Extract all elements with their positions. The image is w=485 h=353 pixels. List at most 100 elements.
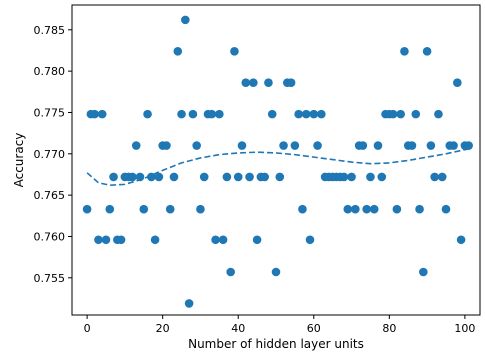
data-point <box>358 141 368 150</box>
data-point <box>290 141 300 150</box>
data-point <box>437 172 447 182</box>
data-point <box>90 109 99 119</box>
data-point <box>396 109 405 119</box>
data-point <box>313 141 322 150</box>
data-point <box>162 141 171 150</box>
data-point <box>260 172 269 182</box>
data-point <box>279 141 288 150</box>
data-point <box>101 235 111 245</box>
data-point <box>362 204 371 214</box>
trend-line <box>86 148 469 187</box>
data-point <box>218 235 228 245</box>
data-point <box>97 109 107 119</box>
data-point <box>245 172 254 182</box>
data-point <box>252 235 262 245</box>
y-tick-label: 0.785 <box>34 24 66 37</box>
plot-frame <box>71 4 481 316</box>
data-point <box>147 172 156 182</box>
x-tick-label: 80 <box>382 322 396 335</box>
y-tick-label: 0.760 <box>34 230 66 243</box>
data-point <box>339 172 349 182</box>
data-point <box>211 235 220 245</box>
y-tick-label: 0.770 <box>34 148 66 161</box>
data-point <box>196 204 205 214</box>
data-point <box>135 172 145 182</box>
data-point <box>264 78 273 88</box>
data-point <box>94 235 103 245</box>
data-point <box>154 172 164 182</box>
data-point <box>453 78 462 88</box>
data-point <box>294 109 303 119</box>
data-point <box>373 141 383 150</box>
data-point <box>377 172 387 182</box>
data-point <box>177 109 186 119</box>
data-point <box>199 172 209 182</box>
data-point <box>305 235 315 245</box>
x-tick-label: 0 <box>84 322 91 335</box>
data-point <box>441 204 451 214</box>
data-point <box>109 172 118 182</box>
data-point <box>215 109 224 119</box>
data-point <box>456 235 466 245</box>
y-tick-label: 0.755 <box>34 272 66 285</box>
data-point <box>165 204 175 214</box>
data-point <box>237 141 247 150</box>
data-point <box>131 141 141 150</box>
data-point <box>464 141 473 150</box>
data-point <box>143 109 152 119</box>
data-point <box>184 299 194 308</box>
data-point <box>230 46 239 56</box>
x-axis-label: Number of hidden layer units <box>188 337 364 351</box>
x-tick-label: 40 <box>231 322 245 335</box>
data-point <box>128 172 137 182</box>
data-point <box>169 172 179 182</box>
data-point <box>407 141 417 150</box>
data-point <box>150 235 160 245</box>
trend-line-layer <box>86 148 469 187</box>
data-point <box>301 109 311 119</box>
data-point <box>317 109 326 119</box>
data-point <box>419 267 428 277</box>
data-point <box>233 172 243 182</box>
data-point <box>392 204 402 214</box>
data-point <box>105 204 115 214</box>
y-tick-label: 0.765 <box>34 189 66 202</box>
x-tick-label: 60 <box>307 322 321 335</box>
data-point <box>267 109 277 119</box>
data-point <box>173 46 183 56</box>
data-point <box>181 15 190 25</box>
data-point <box>343 204 353 214</box>
data-point <box>275 172 285 182</box>
y-tick-label: 0.780 <box>34 65 66 78</box>
data-point <box>351 204 360 214</box>
data-point <box>415 204 424 214</box>
data-point <box>226 267 235 277</box>
x-tick-label: 100 <box>454 322 475 335</box>
data-point <box>298 204 307 214</box>
data-point <box>422 46 432 56</box>
data-point <box>192 141 201 150</box>
data-point <box>286 78 296 88</box>
y-axis-label: Accuracy <box>12 133 26 188</box>
data-point <box>116 235 126 245</box>
data-point <box>366 172 375 182</box>
data-point <box>207 109 217 119</box>
data-point <box>139 204 149 214</box>
data-point <box>188 109 198 119</box>
y-ticks: 0.755 0.760 0.765 0.770 0.775 0.780 0.785 <box>34 24 72 285</box>
data-point <box>271 267 281 277</box>
data-point <box>411 109 421 119</box>
y-tick-label: 0.775 <box>34 106 66 119</box>
data-point <box>400 46 409 56</box>
points-layer <box>82 15 473 308</box>
data-point <box>222 172 232 182</box>
data-point <box>388 109 398 119</box>
data-point <box>369 204 379 214</box>
data-point <box>426 141 436 150</box>
data-point <box>434 109 443 119</box>
data-point <box>449 141 458 150</box>
data-point <box>82 204 92 214</box>
data-point <box>249 78 258 88</box>
data-point <box>241 78 251 88</box>
